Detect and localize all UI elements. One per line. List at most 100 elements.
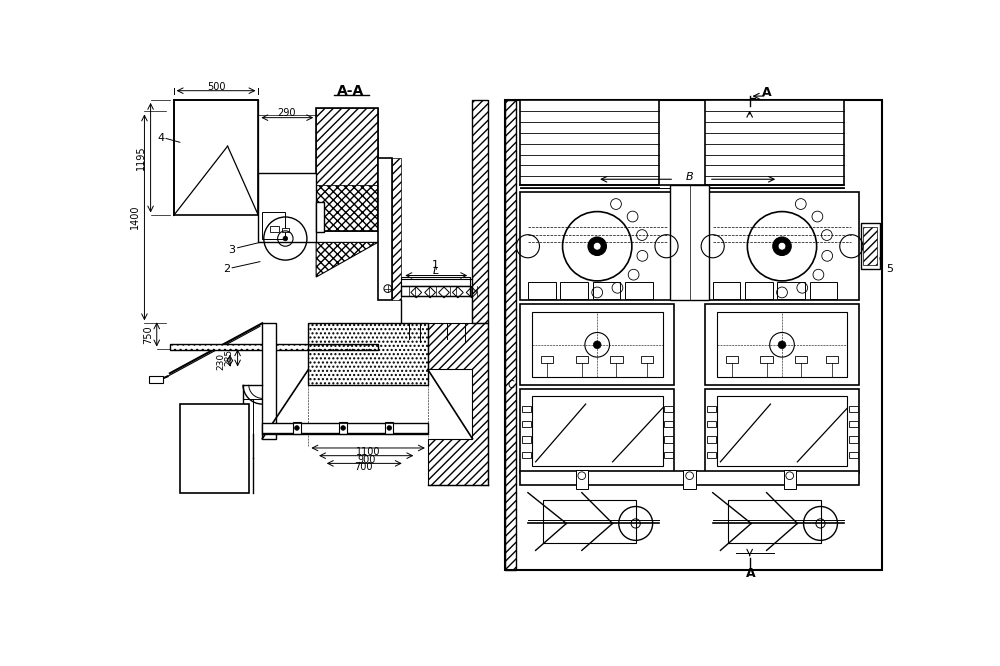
Bar bbox=[282, 228, 289, 232]
Bar bbox=[505, 100, 516, 569]
Text: 4: 4 bbox=[157, 133, 164, 143]
Bar bbox=[717, 396, 847, 466]
Bar bbox=[625, 282, 653, 298]
Text: L: L bbox=[432, 266, 439, 276]
Bar bbox=[528, 282, 556, 298]
Bar bbox=[308, 323, 428, 385]
Circle shape bbox=[593, 242, 601, 250]
Bar bbox=[308, 323, 428, 385]
Bar bbox=[705, 192, 859, 300]
Bar bbox=[522, 436, 531, 443]
Bar bbox=[728, 500, 820, 543]
Bar bbox=[401, 277, 470, 286]
Bar bbox=[784, 470, 796, 489]
Bar bbox=[520, 192, 674, 300]
Text: 750: 750 bbox=[143, 326, 153, 344]
Bar bbox=[170, 344, 378, 350]
Bar bbox=[293, 422, 301, 434]
Bar bbox=[664, 421, 673, 427]
Bar bbox=[705, 304, 859, 385]
Text: 1400: 1400 bbox=[130, 204, 140, 229]
Bar bbox=[576, 356, 588, 363]
Bar bbox=[713, 282, 740, 298]
Bar bbox=[270, 226, 279, 232]
Bar bbox=[826, 356, 838, 363]
Bar bbox=[316, 108, 378, 184]
Circle shape bbox=[593, 341, 601, 348]
Text: B: B bbox=[686, 172, 693, 182]
Bar bbox=[705, 100, 844, 184]
Text: A-A: A-A bbox=[337, 84, 364, 98]
Bar bbox=[810, 282, 837, 298]
Circle shape bbox=[588, 237, 606, 256]
Circle shape bbox=[387, 426, 392, 430]
Circle shape bbox=[341, 426, 345, 430]
Bar bbox=[392, 158, 401, 300]
Bar bbox=[849, 436, 858, 443]
Bar bbox=[532, 396, 663, 466]
Bar bbox=[670, 184, 709, 300]
Bar bbox=[472, 100, 488, 323]
Bar bbox=[316, 108, 378, 231]
Bar bbox=[532, 312, 663, 377]
Bar bbox=[522, 421, 531, 427]
Circle shape bbox=[283, 236, 288, 241]
Bar bbox=[385, 422, 393, 434]
Bar bbox=[717, 312, 847, 377]
Text: 1195: 1195 bbox=[136, 145, 146, 170]
Text: A: A bbox=[746, 567, 756, 580]
Bar bbox=[505, 100, 516, 569]
Bar bbox=[520, 304, 674, 385]
Bar bbox=[849, 406, 858, 412]
Bar bbox=[707, 406, 716, 412]
Text: 230: 230 bbox=[216, 352, 225, 370]
Bar bbox=[683, 470, 696, 489]
Bar bbox=[593, 282, 620, 298]
Bar bbox=[522, 406, 531, 412]
Bar bbox=[262, 212, 285, 238]
Bar bbox=[520, 471, 859, 485]
Bar bbox=[401, 286, 470, 296]
Circle shape bbox=[295, 426, 299, 430]
Bar bbox=[262, 323, 276, 439]
Bar bbox=[180, 404, 249, 493]
Circle shape bbox=[773, 237, 791, 256]
Text: 2: 2 bbox=[223, 264, 230, 274]
Bar bbox=[795, 356, 807, 363]
Text: 5: 5 bbox=[886, 264, 893, 274]
Bar bbox=[664, 406, 673, 412]
Bar bbox=[520, 389, 674, 474]
Bar bbox=[505, 100, 882, 569]
Text: A: A bbox=[762, 86, 771, 99]
Circle shape bbox=[778, 242, 786, 250]
Text: 700: 700 bbox=[355, 462, 373, 472]
Circle shape bbox=[778, 341, 786, 348]
Text: 500: 500 bbox=[207, 82, 225, 92]
Text: 1: 1 bbox=[432, 260, 439, 270]
Text: 285: 285 bbox=[225, 350, 234, 366]
Text: C: C bbox=[508, 380, 514, 390]
Text: 1100: 1100 bbox=[355, 447, 380, 457]
Bar bbox=[726, 356, 738, 363]
Bar bbox=[149, 376, 163, 384]
Bar bbox=[316, 184, 378, 231]
Bar bbox=[378, 158, 392, 300]
Bar bbox=[541, 356, 553, 363]
Bar bbox=[707, 452, 716, 458]
Bar bbox=[745, 282, 773, 298]
Bar bbox=[707, 436, 716, 443]
Bar bbox=[610, 356, 623, 363]
Bar bbox=[174, 100, 258, 215]
Bar bbox=[861, 223, 880, 269]
Bar bbox=[520, 100, 659, 184]
Bar bbox=[705, 389, 859, 474]
Bar bbox=[522, 452, 531, 458]
Bar bbox=[543, 500, 636, 543]
Bar bbox=[576, 470, 588, 489]
Bar bbox=[316, 202, 324, 232]
Bar bbox=[863, 227, 877, 266]
Bar bbox=[664, 436, 673, 443]
Bar bbox=[262, 424, 428, 433]
Bar bbox=[849, 452, 858, 458]
Text: 900: 900 bbox=[357, 454, 375, 464]
